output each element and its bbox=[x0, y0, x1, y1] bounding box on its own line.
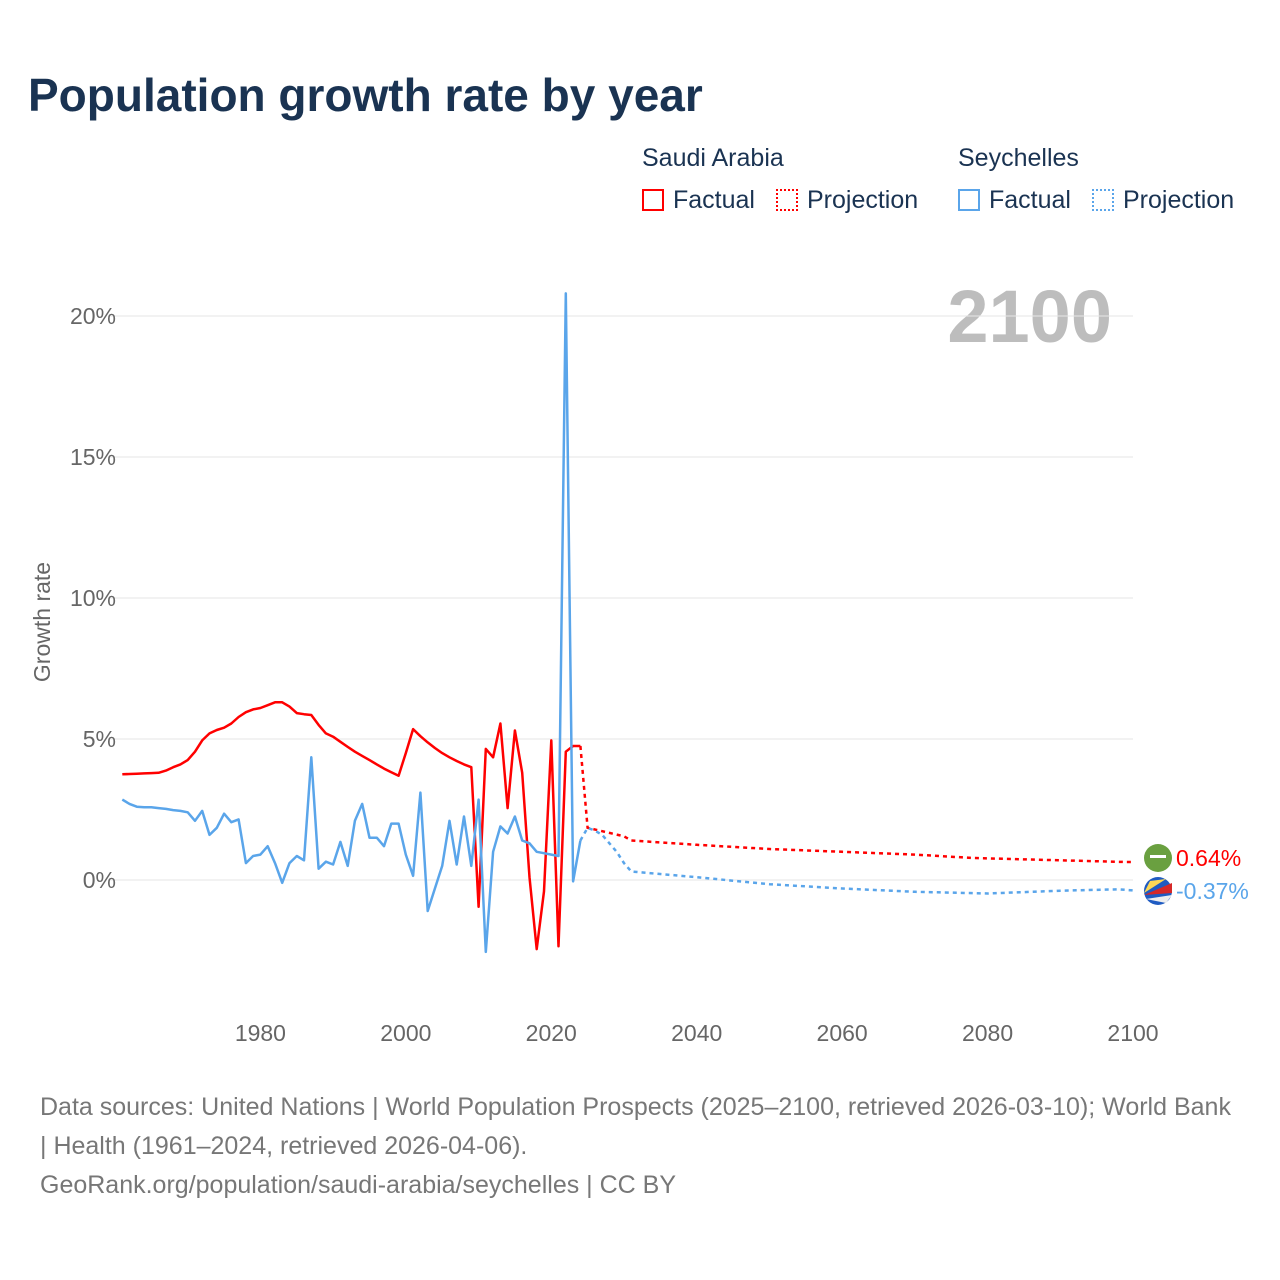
legend-swatch-projection bbox=[1092, 189, 1114, 211]
series-line-projection-saudi-arabia bbox=[579, 745, 1133, 864]
legend-label: Factual bbox=[989, 186, 1071, 214]
legend-group-saudi-arabia: Saudi Arabia bbox=[642, 144, 784, 172]
flag-stripe bbox=[1146, 895, 1172, 903]
footer: Data sources: United Nations | World Pop… bbox=[40, 1088, 1240, 1205]
series-line-projection-seychelles bbox=[579, 826, 1134, 895]
chart-title: Population growth rate by year bbox=[28, 69, 703, 121]
y-tick-label: 10% bbox=[70, 585, 116, 611]
flag-stripe bbox=[1144, 879, 1166, 893]
data-sources: Data sources: United Nations | World Pop… bbox=[40, 1093, 1231, 1160]
legend-swatch-projection bbox=[776, 189, 798, 211]
series-line-factual-saudi-arabia bbox=[122, 701, 581, 951]
end-value-label: -0.37% bbox=[1176, 878, 1249, 904]
x-tick-label: 2100 bbox=[1107, 1020, 1158, 1046]
legend-label: Factual bbox=[673, 186, 755, 214]
end-value-label: 0.64% bbox=[1176, 845, 1241, 871]
x-tick-label: 2080 bbox=[962, 1020, 1013, 1046]
y-tick-label: 5% bbox=[83, 726, 116, 752]
x-tick-label: 2020 bbox=[526, 1020, 577, 1046]
x-tick-label: 2060 bbox=[817, 1020, 868, 1046]
legend-group-seychelles: Seychelles bbox=[958, 144, 1079, 172]
source-link[interactable]: GeoRank.org/population/saudi-arabia/seyc… bbox=[40, 1171, 677, 1199]
legend-swatch-factual bbox=[958, 189, 980, 211]
legend-label: Projection bbox=[807, 186, 919, 214]
flag-emblem bbox=[1150, 855, 1166, 858]
y-tick-label: 0% bbox=[83, 867, 116, 893]
legend-label: Projection bbox=[1123, 186, 1235, 214]
series-line-factual-seychelles bbox=[121, 292, 582, 954]
y-axis-label: Growth rate bbox=[29, 562, 55, 682]
x-tick-label: 2000 bbox=[380, 1020, 431, 1046]
legend-swatch-factual bbox=[642, 189, 664, 211]
y-tick-label: 15% bbox=[70, 444, 116, 470]
x-tick-label: 2040 bbox=[671, 1020, 722, 1046]
x-tick-label: 1980 bbox=[235, 1020, 286, 1046]
flag-stripe bbox=[1144, 883, 1172, 895]
y-tick-label: 20% bbox=[70, 303, 116, 329]
